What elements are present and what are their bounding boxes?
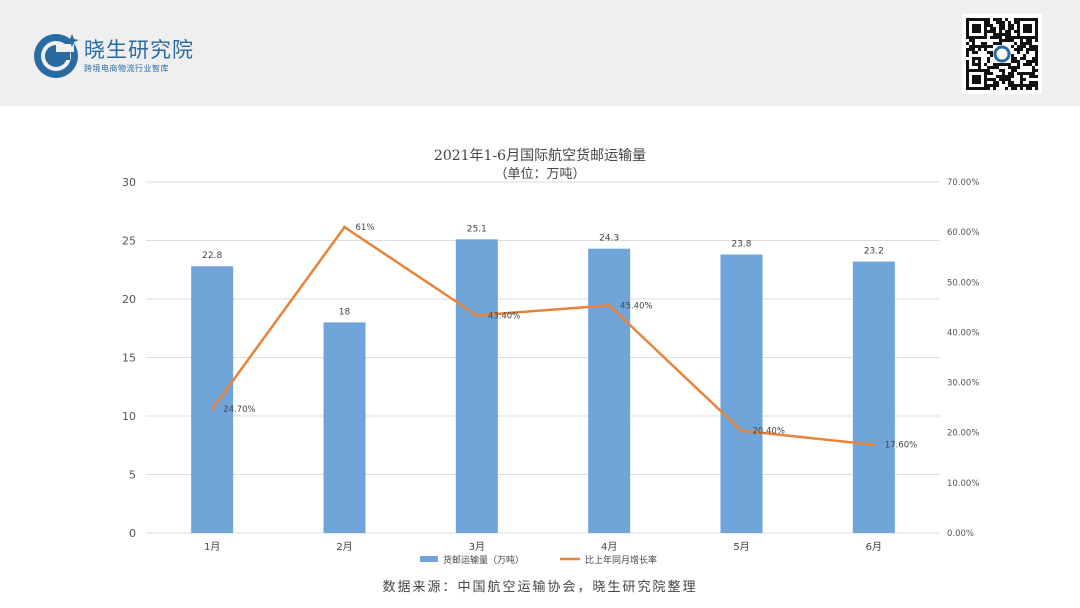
line-point xyxy=(740,429,743,433)
bar-data-label: 22.8 xyxy=(202,251,222,261)
brand-logo: 晓生研究院 跨境电商物流行业智库 xyxy=(32,30,252,80)
y-right-tick-label: 20.00% xyxy=(947,429,979,439)
bar xyxy=(720,254,763,534)
x-tick-label: 6月 xyxy=(866,541,882,553)
bar-data-label: 24.3 xyxy=(599,234,619,244)
line-point xyxy=(872,443,876,447)
line-data-label: 43.40% xyxy=(488,311,520,321)
bar-data-label: 23.8 xyxy=(731,240,751,250)
chart-subtitle: （单位：万吨） xyxy=(494,167,585,182)
line-data-label: 61% xyxy=(356,223,375,233)
y-right-tick-label: 0.00% xyxy=(947,529,974,539)
bar xyxy=(191,266,234,533)
x-tick-label: 1月 xyxy=(204,541,220,553)
bar xyxy=(588,248,631,533)
y-left-tick-label: 30 xyxy=(122,176,136,189)
y-left-tick-label: 15 xyxy=(122,352,136,365)
chart: 2021年1-6月国际航空货邮运输量 （单位：万吨） 0 5 10 15 20 25 30 0.0… xyxy=(122,147,979,566)
x-tick-label: 4月 xyxy=(601,541,617,553)
bar xyxy=(455,239,498,533)
chart-title: 2021年1-6月国际航空货邮运输量 xyxy=(434,147,646,164)
y-left-tick-label: 10 xyxy=(122,410,136,423)
bar-data-label: 25.1 xyxy=(467,224,487,234)
line-data-label: 45.40% xyxy=(620,301,652,311)
legend-line-label: 比上年同月增长率 xyxy=(585,554,657,566)
header-bar: 晓生研究院 跨境电商物流行业智库 xyxy=(0,0,1080,106)
source-note: 数据来源：中国航空运输协会，晓生研究院整理 xyxy=(382,580,698,595)
line-data-label: 24.70% xyxy=(223,405,255,415)
line-series-growth xyxy=(211,225,874,446)
chart-area: 2021年1-6月国际航空货邮运输量 （单位：万吨） 0 5 10 15 20 25 30 0.0… xyxy=(0,106,1080,608)
y-right-tick-label: 50.00% xyxy=(947,278,979,288)
bar-data-label: 23.2 xyxy=(864,247,884,257)
bar-data-label: 18 xyxy=(339,307,351,317)
y-right-tick-label: 30.00% xyxy=(947,379,979,389)
x-tick-label: 3月 xyxy=(469,541,485,553)
legend-bar-swatch xyxy=(420,556,438,562)
y-right-tick-label: 10.00% xyxy=(947,479,979,489)
y-left-tick-label: 20 xyxy=(122,293,136,306)
logo-tagline: 跨境电商物流行业智库 xyxy=(84,64,169,73)
x-tick-label: 5月 xyxy=(733,541,749,553)
y-right-tick-label: 40.00% xyxy=(947,328,979,338)
logo-name: 晓生研究院 xyxy=(84,38,194,62)
line-point xyxy=(607,303,611,307)
line-data-label: 20.40% xyxy=(753,427,785,437)
logo-g-icon xyxy=(34,34,79,78)
line-point xyxy=(343,225,346,229)
y-right-tick-label: 60.00% xyxy=(947,228,979,238)
qr-code-icon xyxy=(962,14,1042,94)
y-left-tick-label: 5 xyxy=(129,469,136,482)
bar xyxy=(852,261,895,533)
line-point xyxy=(475,313,479,317)
y-right-tick-label: 70.00% xyxy=(947,178,979,188)
y-left-tick-label: 0 xyxy=(129,527,136,540)
legend-bar-label: 货邮运输量（万吨） xyxy=(443,554,524,566)
line-data-label: 17.60% xyxy=(885,441,917,451)
bar xyxy=(323,322,366,533)
line-point xyxy=(210,407,214,411)
y-left-tick-label: 25 xyxy=(122,235,136,248)
x-tick-label: 2月 xyxy=(336,541,352,553)
